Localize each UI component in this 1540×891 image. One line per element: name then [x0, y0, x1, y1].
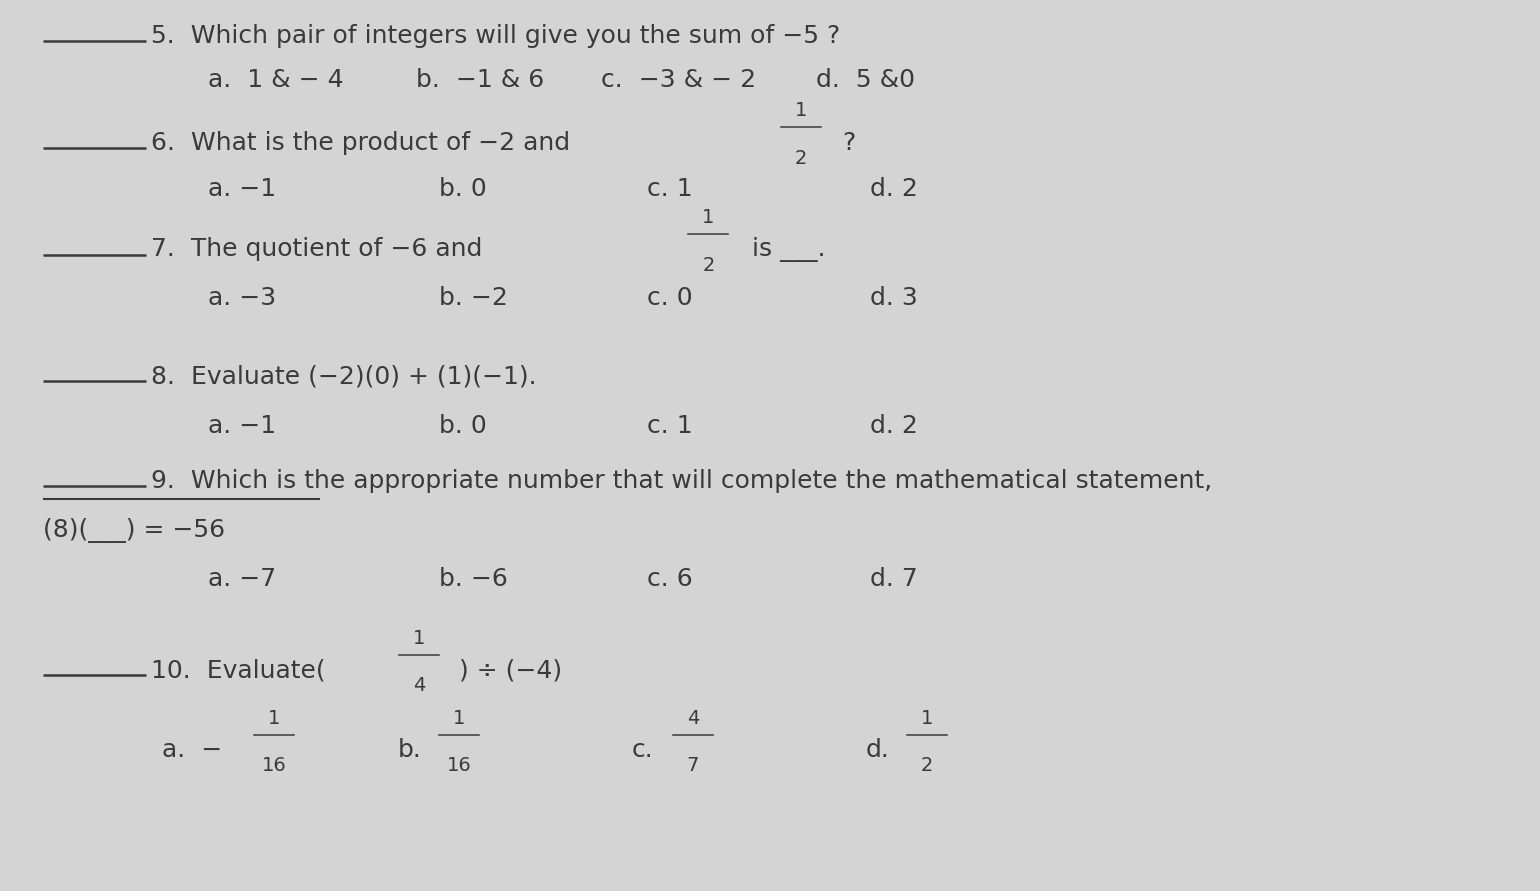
- Text: ) ÷ (−4): ) ÷ (−4): [459, 658, 562, 682]
- Text: d.: d.: [865, 739, 890, 762]
- Text: c. 6: c. 6: [647, 568, 693, 591]
- Text: 16: 16: [447, 756, 471, 775]
- Text: 4: 4: [687, 709, 699, 728]
- Text: 9.  Which is the appropriate number that will complete the mathematical statemen: 9. Which is the appropriate number that …: [151, 470, 1212, 493]
- Text: d. 3: d. 3: [870, 287, 918, 310]
- Text: 10.  Evaluate(: 10. Evaluate(: [151, 658, 325, 682]
- Text: c. 1: c. 1: [647, 177, 693, 200]
- Text: (8)(___) = −56: (8)(___) = −56: [43, 518, 225, 543]
- Text: 1: 1: [702, 208, 715, 227]
- Text: c. 0: c. 0: [647, 287, 693, 310]
- Text: a. −1: a. −1: [208, 177, 276, 200]
- Text: c. 1: c. 1: [647, 414, 693, 437]
- Text: 16: 16: [262, 756, 286, 775]
- Text: c.  −3 & − 2: c. −3 & − 2: [601, 69, 756, 92]
- Text: d. 2: d. 2: [870, 414, 918, 437]
- Text: c.: c.: [631, 739, 653, 762]
- Text: a. −1: a. −1: [208, 414, 276, 437]
- Text: 1: 1: [413, 629, 425, 648]
- Text: a.  −: a. −: [162, 739, 222, 762]
- Text: b. −6: b. −6: [439, 568, 508, 591]
- Text: 6.  What is the product of −2 and: 6. What is the product of −2 and: [151, 131, 578, 154]
- Text: d.  5 &0: d. 5 &0: [816, 69, 915, 92]
- Text: is ___.: is ___.: [752, 237, 825, 262]
- Text: 1: 1: [795, 102, 807, 120]
- Text: a.  1 & − 4: a. 1 & − 4: [208, 69, 343, 92]
- Text: 2: 2: [795, 149, 807, 168]
- Text: b.: b.: [397, 739, 422, 762]
- Text: 1: 1: [453, 709, 465, 728]
- Text: 5.  Which pair of integers will give you the sum of −5 ?: 5. Which pair of integers will give you …: [151, 24, 841, 47]
- Text: b. 0: b. 0: [439, 414, 487, 437]
- Text: 1: 1: [921, 709, 933, 728]
- Text: d. 2: d. 2: [870, 177, 918, 200]
- Text: 7: 7: [687, 756, 699, 775]
- Text: 7.  The quotient of −6 and: 7. The quotient of −6 and: [151, 238, 490, 261]
- Text: a. −7: a. −7: [208, 568, 276, 591]
- Text: d. 7: d. 7: [870, 568, 918, 591]
- Text: b. −2: b. −2: [439, 287, 508, 310]
- Text: ?: ?: [842, 131, 856, 154]
- Text: 2: 2: [921, 756, 933, 775]
- Text: 1: 1: [268, 709, 280, 728]
- Text: 4: 4: [413, 676, 425, 695]
- Text: 2: 2: [702, 256, 715, 274]
- Text: b. 0: b. 0: [439, 177, 487, 200]
- Text: a. −3: a. −3: [208, 287, 276, 310]
- Text: 8.  Evaluate (−2)(0) + (1)(−1).: 8. Evaluate (−2)(0) + (1)(−1).: [151, 364, 536, 388]
- Text: b.  −1 & 6: b. −1 & 6: [416, 69, 544, 92]
